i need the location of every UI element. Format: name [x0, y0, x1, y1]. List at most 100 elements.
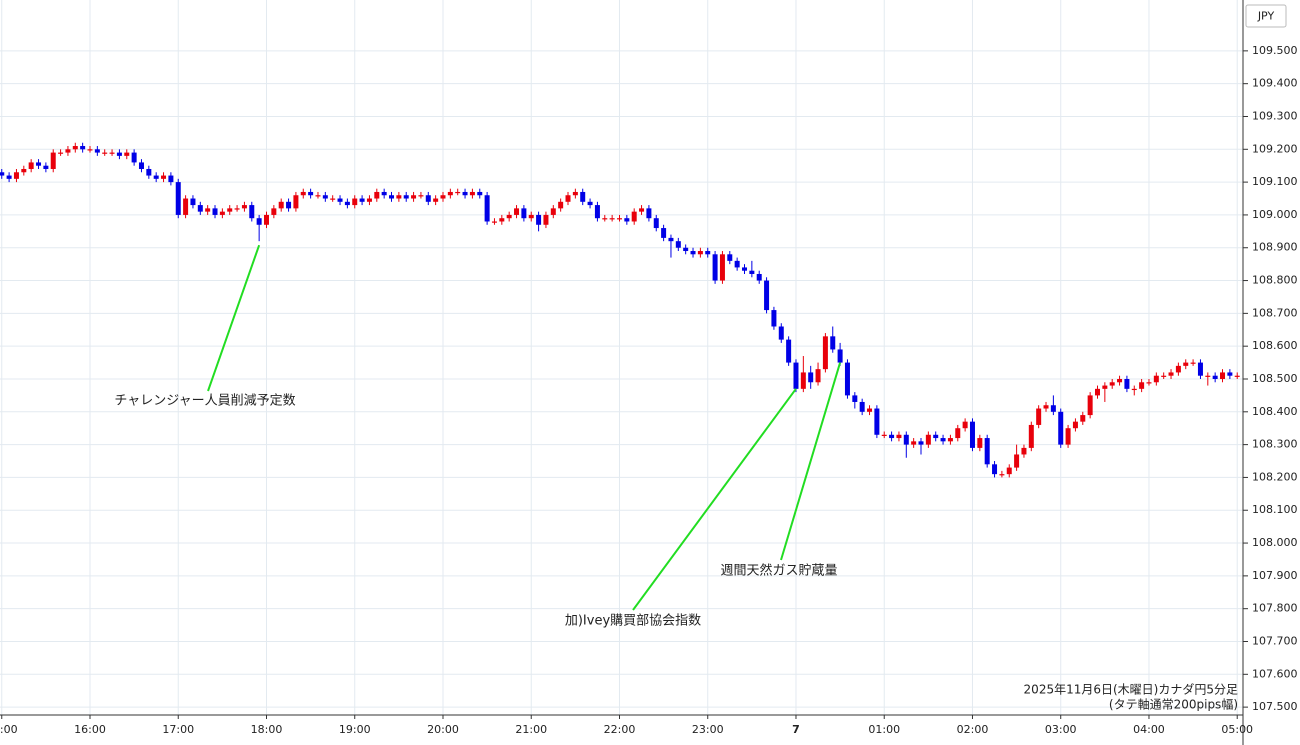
- candle-body: [197, 205, 203, 212]
- candle-body: [896, 434, 902, 439]
- candle-body: [337, 198, 343, 202]
- y-tick-label: 107.700: [1252, 634, 1298, 647]
- candle-body: [1190, 362, 1196, 364]
- candle-body: [462, 191, 468, 196]
- candle-body: [359, 198, 365, 202]
- candle-body: [1131, 388, 1137, 391]
- candle-body: [793, 362, 799, 389]
- candle-body: [536, 214, 542, 225]
- candle-body: [800, 372, 806, 389]
- candle-body: [131, 152, 137, 163]
- candle-body: [1109, 382, 1115, 386]
- candle-body: [624, 218, 630, 222]
- candle-body: [1014, 454, 1020, 468]
- candle-body: [602, 218, 608, 220]
- candle-body: [881, 434, 887, 436]
- candle-body: [580, 191, 586, 202]
- candle-body: [1065, 428, 1071, 445]
- candle-body: [1043, 405, 1049, 409]
- candle-body: [616, 218, 622, 220]
- candle-body: [609, 218, 615, 220]
- candle-body: [278, 201, 284, 209]
- candle-body: [491, 221, 497, 223]
- candle-body: [1197, 362, 1203, 376]
- candle-body: [212, 208, 218, 215]
- candle-body: [403, 195, 409, 199]
- y-tick-label: 108.800: [1252, 274, 1298, 287]
- candle-body: [28, 162, 34, 169]
- candle-body: [521, 208, 527, 219]
- candle-body: [727, 254, 733, 261]
- candle-body: [484, 195, 490, 222]
- candle-body: [1102, 385, 1108, 389]
- candle-body: [1227, 372, 1233, 376]
- candle-body: [969, 421, 975, 448]
- annotation-label: チャレンジャー人員削減予定数: [114, 393, 295, 409]
- candle-body: [1028, 424, 1034, 448]
- x-tick-label: 22:00: [604, 723, 636, 736]
- candle-body: [1153, 375, 1159, 383]
- candle-body: [933, 434, 939, 439]
- candle-body: [977, 438, 983, 448]
- candle-body: [256, 218, 262, 225]
- candle-body: [116, 152, 122, 156]
- candle-body: [514, 208, 520, 215]
- candle-body: [36, 162, 42, 166]
- candle-body: [138, 162, 144, 169]
- x-tick-label: 05:00: [1221, 723, 1253, 736]
- x-tick-label: 17:00: [162, 723, 194, 736]
- candle-body: [72, 146, 78, 150]
- candle-body: [219, 211, 225, 215]
- y-tick-label: 108.200: [1252, 470, 1298, 483]
- candle-body: [1212, 375, 1218, 379]
- candle-body: [94, 149, 100, 153]
- y-tick-label: 107.800: [1252, 602, 1298, 615]
- candle-body: [734, 260, 740, 268]
- candle-body: [830, 336, 836, 350]
- candle-body: [13, 172, 19, 179]
- note: 2025年11月6日(木曜日)カナダ円5分足: [1024, 682, 1238, 697]
- candle-body: [992, 464, 998, 475]
- candle-body: [1050, 405, 1056, 412]
- candle-body: [249, 205, 255, 219]
- candle-body: [690, 251, 696, 255]
- y-tick-label: 109.500: [1252, 44, 1298, 57]
- y-tick-label: 108.000: [1252, 536, 1298, 549]
- candle-body: [499, 218, 505, 222]
- x-tick-label: 18:00: [251, 723, 283, 736]
- candle-body: [1036, 408, 1042, 425]
- x-tick-label: 03:00: [1045, 723, 1077, 736]
- candle-body: [381, 191, 387, 196]
- y-tick-label: 108.400: [1252, 405, 1298, 418]
- y-tick-label: 109.200: [1252, 142, 1298, 155]
- candle-body: [852, 395, 858, 402]
- candle-body: [43, 165, 49, 169]
- candle-body: [844, 362, 850, 396]
- candle-body: [631, 211, 637, 222]
- candle-body: [411, 195, 417, 199]
- candle-body: [6, 175, 12, 179]
- candle-body: [955, 428, 961, 439]
- x-tick-label: 19:00: [339, 723, 371, 736]
- candle-body: [867, 408, 873, 412]
- candle-body: [675, 241, 681, 248]
- candle-body: [1117, 378, 1123, 383]
- candle-body: [550, 208, 556, 215]
- candle-body: [815, 369, 821, 383]
- candle-body: [330, 198, 336, 200]
- candle-body: [315, 195, 321, 197]
- y-tick-label: 108.500: [1252, 372, 1298, 385]
- candle-body: [1175, 365, 1181, 373]
- x-tick-label: 23:00: [692, 723, 724, 736]
- candle-body: [241, 205, 247, 209]
- candle-body: [999, 474, 1005, 476]
- candle-body: [1124, 378, 1130, 389]
- candle-body: [322, 195, 328, 199]
- candle-body: [778, 326, 784, 340]
- candle-body: [161, 175, 167, 179]
- candle-body: [286, 201, 292, 209]
- x-tick-label: 7: [792, 723, 800, 736]
- candle-body: [543, 214, 549, 225]
- candle-body: [1161, 375, 1167, 377]
- candle-body: [1220, 372, 1226, 379]
